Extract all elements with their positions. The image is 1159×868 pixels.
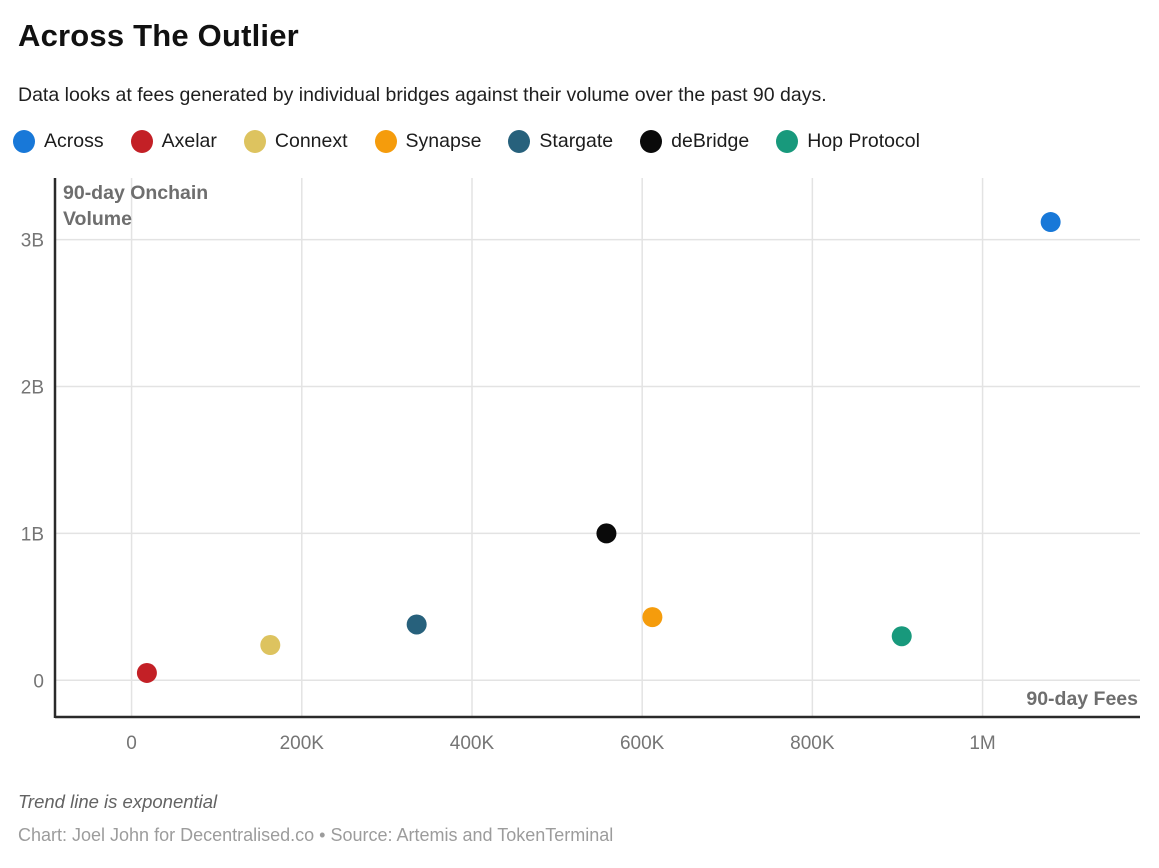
legend-dot-axelar (130, 130, 153, 153)
data-point-stargate (406, 614, 427, 635)
x-axis-title: 90-day Fees (1026, 688, 1138, 710)
scatter-chart-svg: 0 200K 400K 600K 800K 1M 0 1B 2B 3B 90-day Onchain… (21, 178, 1140, 754)
x-tick-label: 1M (969, 733, 995, 754)
legend-dot-hop-protocol (776, 130, 799, 153)
page-title: Across The Outlier (18, 18, 299, 53)
x-tick-label: 0 (126, 733, 137, 754)
legend-item-across: Across (13, 130, 104, 153)
y-tick-label: 2B (21, 378, 44, 399)
data-point-axelar (136, 662, 157, 683)
data-point-across (1040, 212, 1061, 233)
y-tick-label: 1B (21, 524, 44, 545)
legend-item-synapse: Synapse (374, 130, 482, 153)
data-point-hop-protocol (891, 626, 912, 647)
x-tick-label: 800K (790, 733, 835, 754)
legend-dot-debridge (640, 130, 663, 153)
legend-item-label: Hop Protocol (807, 130, 920, 152)
data-point-connext (260, 635, 281, 656)
chart-legend: Across Axelar Connext Synapse Stargate deBrid… (13, 130, 920, 153)
legend-item-label: Stargate (539, 130, 614, 152)
source-credit: Chart: Joel John for Decentralised.co • … (18, 825, 614, 845)
legend-dot-synapse (374, 130, 397, 153)
x-tick-label: 600K (620, 733, 665, 754)
legend-dot-connext (243, 130, 266, 153)
y-tick-label: 3B (21, 231, 44, 252)
legend-item-label: deBridge (671, 130, 750, 152)
legend-item-hop-protocol: Hop Protocol (776, 130, 920, 153)
legend-item-label: Connext (274, 130, 348, 152)
x-tick-label: 200K (280, 733, 325, 754)
legend-item-label: Across (44, 130, 104, 152)
legend-dot-across (13, 130, 35, 153)
y-tick-label: 0 (33, 671, 44, 692)
legend-item-connext: Connext (243, 130, 348, 153)
x-tick-label: 400K (450, 733, 495, 754)
data-point-debridge (596, 523, 617, 544)
legend-item-label: Synapse (405, 130, 482, 152)
legend-item-axelar: Axelar (130, 130, 217, 153)
trendline-note: Trend line is exponential (18, 791, 218, 812)
legend-item-debridge: deBridge (640, 130, 749, 153)
legend-dot-stargate (508, 130, 531, 153)
data-point-synapse (642, 607, 663, 628)
legend-item-label: Axelar (161, 130, 217, 152)
legend-item-stargate: Stargate (508, 130, 613, 153)
page-subtitle: Data looks at fees generated by individu… (18, 84, 827, 106)
scatter-chart: 0 200K 400K 600K 800K 1M 0 1B 2B 3B 90-day Onchain… (0, 165, 1159, 785)
y-axis-title: 90-day Onchain Volume (63, 182, 208, 230)
